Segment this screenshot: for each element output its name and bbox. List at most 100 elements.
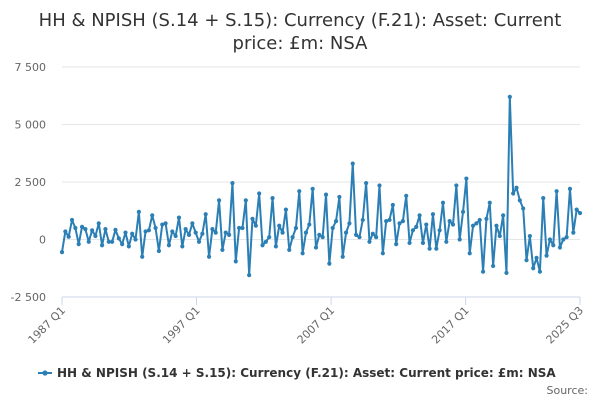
data-point[interactable] (243, 198, 248, 203)
data-point[interactable] (200, 231, 205, 236)
data-point[interactable] (377, 183, 382, 188)
data-point[interactable] (424, 222, 429, 227)
data-point[interactable] (116, 236, 121, 241)
data-point[interactable] (350, 161, 355, 166)
data-point[interactable] (253, 223, 258, 228)
data-point[interactable] (487, 200, 492, 205)
data-point[interactable] (430, 212, 436, 217)
data-point[interactable] (126, 244, 131, 249)
data-point[interactable] (196, 239, 202, 244)
data-point[interactable] (437, 228, 442, 233)
data-point[interactable] (250, 216, 255, 221)
data-point[interactable] (240, 225, 245, 231)
data-point[interactable] (317, 232, 322, 237)
data-point[interactable] (163, 221, 168, 226)
data-point[interactable] (337, 194, 342, 200)
data-point[interactable] (394, 242, 399, 247)
data-point[interactable] (89, 228, 95, 233)
data-point[interactable] (564, 235, 569, 240)
data-point[interactable] (156, 248, 162, 254)
data-point[interactable] (387, 217, 392, 223)
data-point[interactable] (374, 235, 379, 240)
data-point[interactable] (440, 200, 446, 205)
data-point[interactable] (263, 239, 268, 244)
data-point[interactable] (547, 237, 553, 242)
data-point[interactable] (454, 183, 459, 188)
data-point[interactable] (273, 244, 278, 249)
data-point[interactable] (180, 244, 185, 249)
data-point[interactable] (220, 247, 225, 252)
data-point[interactable] (113, 227, 118, 232)
data-point[interactable] (404, 193, 409, 198)
data-point[interactable] (237, 225, 242, 231)
data-point[interactable] (76, 242, 81, 247)
data-point[interactable] (160, 222, 165, 227)
data-point[interactable] (206, 254, 212, 259)
data-point[interactable] (136, 209, 141, 214)
data-point[interactable] (307, 222, 312, 227)
data-point[interactable] (507, 94, 512, 99)
data-point[interactable] (270, 196, 275, 201)
data-point[interactable] (561, 237, 566, 242)
legend[interactable]: HH & NPISH (S.14 + S.15): Currency (F.21… (38, 366, 556, 380)
data-point[interactable] (280, 230, 285, 235)
data-point[interactable] (140, 254, 145, 259)
data-point[interactable] (83, 227, 88, 232)
data-point[interactable] (257, 191, 262, 196)
data-point[interactable] (524, 258, 529, 263)
data-point[interactable] (544, 253, 549, 258)
data-point[interactable] (133, 237, 138, 242)
data-point[interactable] (186, 232, 192, 237)
data-point[interactable] (110, 239, 115, 244)
data-point[interactable] (343, 230, 349, 235)
data-point[interactable] (260, 243, 265, 248)
data-point[interactable] (531, 266, 536, 271)
data-point[interactable] (290, 235, 295, 240)
data-point[interactable] (384, 219, 389, 224)
data-point[interactable] (96, 221, 101, 226)
data-point[interactable] (567, 186, 573, 191)
data-point[interactable] (497, 233, 502, 239)
data-point[interactable] (501, 213, 506, 218)
data-point[interactable] (93, 233, 98, 239)
data-point[interactable] (69, 217, 75, 223)
data-point[interactable] (143, 229, 148, 234)
data-point[interactable] (120, 242, 125, 247)
data-point[interactable] (150, 213, 155, 218)
data-point[interactable] (414, 224, 419, 229)
data-point[interactable] (130, 231, 135, 236)
data-point[interactable] (571, 230, 576, 235)
data-point[interactable] (247, 273, 252, 278)
data-point[interactable] (380, 251, 385, 256)
data-point[interactable] (223, 230, 228, 235)
data-point[interactable] (277, 223, 282, 228)
data-point[interactable] (106, 239, 111, 244)
data-point[interactable] (347, 221, 352, 226)
data-point[interactable] (477, 217, 482, 223)
data-point[interactable] (470, 223, 476, 228)
data-point[interactable] (551, 243, 556, 248)
data-point[interactable] (360, 217, 365, 223)
data-point[interactable] (367, 239, 372, 244)
data-point[interactable] (287, 247, 292, 252)
data-point[interactable] (410, 228, 415, 233)
data-point[interactable] (66, 234, 71, 239)
data-point[interactable] (480, 269, 486, 274)
data-point[interactable] (420, 240, 426, 246)
data-point[interactable] (230, 181, 235, 186)
data-point[interactable] (397, 221, 402, 226)
data-point[interactable] (193, 230, 198, 235)
data-point[interactable] (123, 230, 128, 235)
data-point[interactable] (457, 237, 462, 242)
data-point[interactable] (183, 227, 188, 232)
data-point[interactable] (216, 198, 222, 203)
data-point[interactable] (303, 230, 309, 235)
data-point[interactable] (464, 176, 469, 181)
data-point[interactable] (73, 225, 78, 231)
data-point[interactable] (450, 222, 456, 227)
data-point[interactable] (390, 202, 395, 208)
data-point[interactable] (166, 243, 172, 248)
data-point[interactable] (203, 212, 208, 217)
data-point[interactable] (233, 259, 238, 264)
data-point[interactable] (313, 245, 319, 250)
